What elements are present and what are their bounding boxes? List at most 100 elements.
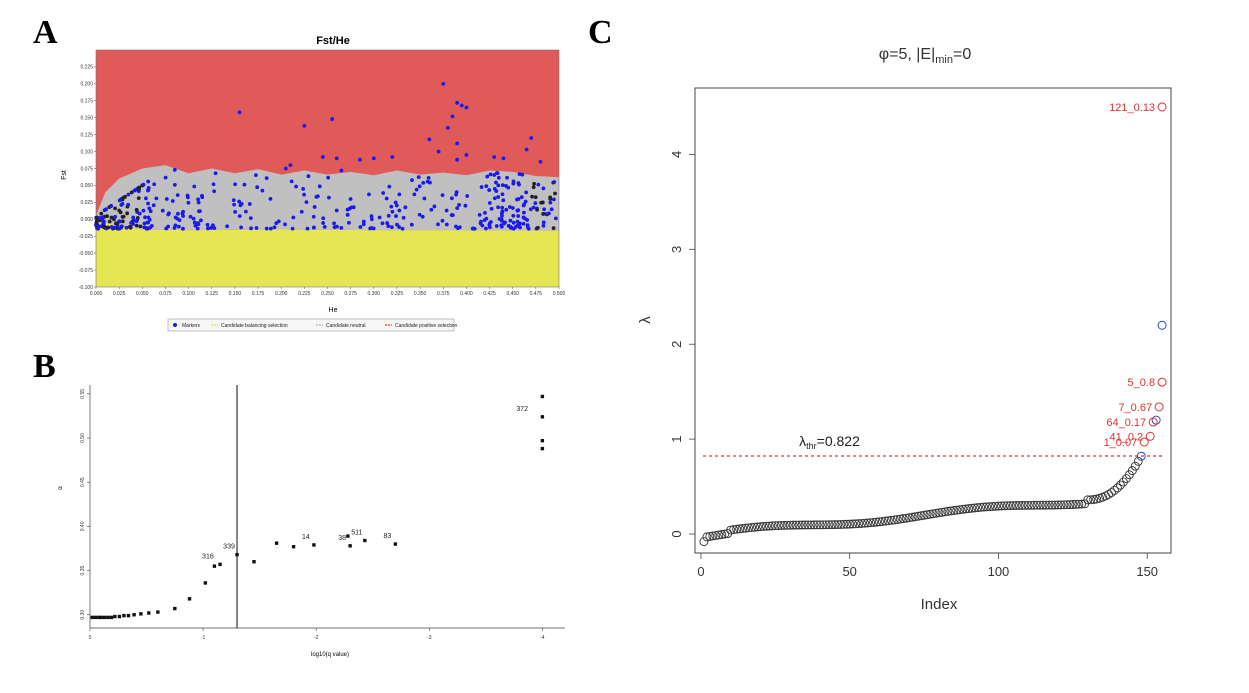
chart-a-xtick: 0.425	[483, 291, 496, 297]
marker-point	[254, 173, 258, 178]
marker-point	[136, 196, 141, 201]
chart-c-point	[895, 514, 905, 524]
chart-c-point	[735, 524, 745, 534]
marker-point	[521, 210, 526, 215]
chart-c-point-label: 41_0.2	[1110, 431, 1144, 443]
chart-a-title: Fst/He	[316, 35, 350, 47]
marker-point	[397, 208, 402, 213]
chart-b-ytick: 0.55	[80, 389, 86, 399]
marker-point	[400, 226, 405, 231]
marker-point	[521, 215, 526, 220]
chart-b-point-label: 316	[202, 553, 214, 560]
chart-c-point	[848, 519, 858, 529]
marker-point	[233, 210, 238, 214]
marker-point	[191, 216, 196, 221]
chart-c-point	[815, 520, 825, 530]
chart-b-point	[132, 613, 136, 617]
chart-c-point	[949, 506, 959, 515]
marker-point	[525, 218, 530, 222]
marker-point	[249, 226, 253, 231]
marker-point	[492, 187, 497, 191]
chart-c-point	[1044, 500, 1054, 510]
marker-point	[380, 221, 385, 226]
chart-a-xtick: 0.275	[344, 291, 357, 297]
chart-c-title: φ=5, |E|min=0	[879, 46, 972, 66]
marker-point	[496, 205, 500, 210]
marker-point	[519, 195, 524, 200]
chart-a-legend: Markers Candidate balancing selection Cand…	[167, 318, 457, 332]
chart-c-point	[982, 502, 991, 512]
marker-point	[196, 197, 200, 202]
chart-c-point	[851, 519, 861, 529]
marker-point	[196, 222, 201, 227]
marker-point	[113, 206, 118, 211]
chart-c-point	[1005, 501, 1015, 511]
marker-point	[489, 206, 494, 211]
marker-point	[99, 211, 104, 216]
chart-a-xtick: 0.325	[391, 291, 404, 297]
chart-b-ytick: 0.40	[80, 521, 86, 531]
marker-point	[146, 220, 150, 225]
marker-point	[390, 209, 395, 214]
chart-c-point	[1068, 500, 1078, 509]
marker-point	[143, 215, 147, 220]
marker-point	[420, 214, 425, 219]
chart-a-xtick: 0.075	[159, 291, 172, 297]
chart-c-point-label: 1_0.07	[1104, 437, 1138, 449]
marker-point	[483, 210, 487, 215]
marker-point	[500, 213, 504, 218]
marker-point	[170, 199, 175, 203]
marker-point	[231, 198, 236, 202]
chart-c-point	[726, 525, 736, 535]
marker-point	[302, 123, 307, 128]
chart-b-point	[109, 615, 114, 620]
marker-point	[436, 222, 440, 227]
marker-point	[516, 208, 521, 213]
marker-point	[290, 226, 295, 231]
marker-point	[397, 225, 401, 229]
chart-b-point	[173, 606, 177, 611]
marker-point	[510, 206, 515, 210]
marker-point	[526, 226, 531, 231]
marker-point	[369, 217, 374, 222]
chart-b-point	[346, 534, 350, 538]
marker-point	[536, 225, 540, 230]
marker-point	[154, 196, 159, 201]
marker-point	[146, 215, 151, 220]
marker-point	[516, 197, 521, 201]
marker-point	[193, 223, 198, 228]
marker-point	[181, 209, 185, 214]
chart-c-point	[1047, 500, 1057, 510]
marker-point	[114, 221, 119, 226]
chart-c-point	[964, 504, 974, 514]
marker-point	[508, 225, 513, 229]
chart-c-point	[1056, 500, 1066, 510]
marker-point	[97, 224, 102, 229]
marker-point	[129, 221, 134, 225]
chart-c-point	[776, 521, 786, 530]
marker-point	[454, 192, 458, 197]
marker-point	[254, 226, 259, 230]
chart-c-ytick: 3	[669, 246, 684, 253]
chart-a-ytick: 0.150	[80, 116, 93, 122]
chart-b-xtick: -4	[540, 635, 545, 641]
chart-c-point	[1017, 500, 1027, 510]
marker-point	[429, 207, 434, 212]
chart-c-point	[988, 501, 997, 511]
marker-point	[361, 219, 366, 224]
marker-point	[321, 216, 326, 221]
marker-point	[384, 196, 389, 201]
marker-point	[533, 195, 538, 200]
marker-point	[294, 184, 298, 189]
marker-point	[505, 175, 509, 180]
marker-point	[134, 207, 139, 212]
chart-c-point	[1139, 437, 1149, 447]
marker-point	[163, 175, 168, 180]
marker-point	[521, 221, 526, 226]
chart-c-point	[1074, 499, 1084, 509]
marker-point	[195, 226, 200, 231]
marker-point	[131, 215, 136, 220]
marker-point	[304, 200, 309, 205]
marker-point	[501, 198, 506, 203]
chart-c-point	[946, 506, 956, 516]
